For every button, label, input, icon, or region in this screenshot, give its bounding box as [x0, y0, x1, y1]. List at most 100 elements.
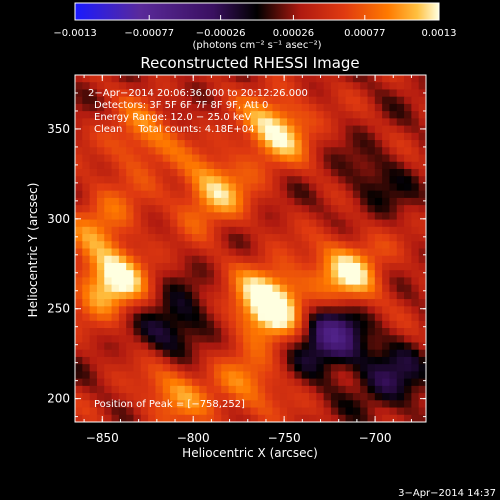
heatmap-cell [184, 407, 193, 416]
heatmap-cell [126, 183, 135, 192]
heatmap-cell [316, 393, 325, 401]
heatmap-cell [287, 371, 295, 380]
heatmap-cell [316, 75, 325, 83]
heatmap-cell [367, 262, 376, 271]
heatmap-cell [279, 205, 288, 213]
heatmap-cell [404, 168, 412, 177]
heatmap-cell [89, 255, 98, 264]
heatmap-cell [235, 378, 244, 387]
heatmap-cell [235, 125, 244, 134]
heatmap-cell [148, 414, 157, 422]
heatmap-cell [352, 96, 361, 105]
heatmap-cell [294, 400, 303, 409]
heatmap-cell [162, 299, 171, 307]
heatmap-cell [243, 414, 252, 422]
heatmap-cell [396, 226, 405, 235]
heatmap-cell [323, 140, 332, 148]
heatmap-cell [396, 356, 405, 365]
heatmap-cell [243, 197, 252, 206]
heatmap-cell [352, 168, 361, 177]
heatmap-cell [184, 385, 193, 394]
heatmap-cell [396, 132, 405, 141]
heatmap-cell [396, 277, 405, 286]
heatmap-cell [294, 364, 303, 372]
heatmap-cell [418, 118, 426, 127]
heatmap-cell [243, 378, 252, 387]
colorbar [74, 2, 440, 21]
heatmap-cell [228, 313, 237, 322]
heatmap-cell [243, 140, 252, 148]
heatmap-cell [177, 111, 186, 119]
y-tick-label: 350 [47, 122, 70, 136]
heatmap-cell [82, 349, 91, 358]
heatmap-cell [75, 168, 83, 177]
heatmap-cell [96, 277, 105, 286]
heatmap-cell [382, 364, 391, 372]
heatmap-cell [213, 313, 222, 322]
heatmap-cell [75, 284, 83, 293]
heatmap-cell [382, 132, 391, 141]
heatmap-cell [272, 118, 281, 127]
heatmap-cell [338, 140, 347, 148]
heatmap-cell [352, 277, 361, 286]
heatmap-cell [418, 320, 426, 329]
heatmap-cell [184, 183, 193, 192]
heatmap-cell [140, 385, 149, 394]
heatmap-cell [82, 132, 91, 141]
heatmap-cell [272, 291, 281, 300]
heatmap-cell [96, 132, 105, 141]
heatmap-cell [250, 226, 259, 235]
heatmap-cell [89, 241, 98, 250]
heatmap-cell [162, 320, 171, 329]
heatmap-cell [287, 82, 295, 91]
heatmap-cell [133, 400, 142, 409]
x-tick-label: −750 [268, 431, 301, 445]
heatmap-cell [133, 262, 142, 271]
heatmap-cell [89, 291, 98, 300]
heatmap-cell [148, 140, 157, 148]
heatmap-cell [104, 291, 113, 300]
heatmap-cell [118, 364, 127, 372]
heatmap-cell [309, 103, 317, 112]
heatmap-cell [330, 147, 339, 156]
heatmap-cell [199, 168, 208, 177]
heatmap-cell [301, 262, 310, 271]
heatmap-cell [345, 241, 354, 250]
heatmap-cell [162, 284, 171, 293]
heatmap-cell [250, 284, 259, 293]
heatmap-cell [323, 226, 332, 235]
heatmap-cell [338, 306, 347, 315]
heatmap-cell [228, 212, 237, 221]
heatmap-cell [418, 103, 426, 112]
heatmap-cell [418, 291, 426, 300]
heatmap-cell [294, 371, 303, 380]
heatmap-cell [192, 378, 200, 387]
heatmap-cell [184, 400, 193, 409]
heatmap-cell [382, 393, 391, 401]
heatmap-cell [316, 111, 325, 119]
heatmap-cell [265, 234, 274, 242]
heatmap-cell [389, 313, 398, 322]
heatmap-cell [133, 291, 142, 300]
heatmap-cell [155, 183, 164, 192]
heatmap-cell [345, 212, 354, 221]
heatmap-cell [199, 342, 208, 351]
heatmap-cell [82, 364, 91, 372]
heatmap-cell [199, 111, 208, 119]
heatmap-cell [272, 248, 281, 257]
heatmap-cell [374, 385, 383, 394]
heatmap-cell [170, 82, 178, 91]
heatmap-cell [104, 82, 113, 91]
heatmap-cell [170, 219, 178, 228]
heatmap-cell [221, 248, 230, 257]
heatmap-cell [411, 400, 420, 409]
heatmap-cell [287, 270, 295, 279]
heatmap-cell [316, 335, 325, 344]
heatmap-cell [301, 255, 310, 264]
heatmap-cell [213, 400, 222, 409]
heatmap-cell [360, 342, 369, 351]
heatmap-cell [301, 111, 310, 119]
heatmap-cell [294, 407, 303, 416]
heatmap-cell [133, 241, 142, 250]
heatmap-cell [352, 89, 361, 98]
